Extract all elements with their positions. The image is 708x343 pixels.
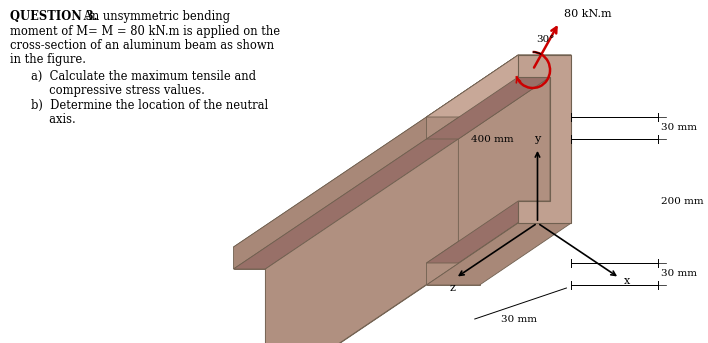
Polygon shape bbox=[234, 77, 550, 269]
Polygon shape bbox=[234, 247, 287, 343]
Text: An unsymmetric bending: An unsymmetric bending bbox=[80, 10, 230, 23]
Polygon shape bbox=[426, 201, 518, 285]
Polygon shape bbox=[426, 223, 571, 285]
Text: 30 mm: 30 mm bbox=[661, 123, 697, 132]
Text: 400 mm: 400 mm bbox=[471, 134, 513, 143]
Polygon shape bbox=[234, 55, 571, 247]
Polygon shape bbox=[426, 117, 479, 285]
Text: b)  Determine the location of the neutral: b) Determine the location of the neutral bbox=[31, 99, 268, 112]
Polygon shape bbox=[426, 55, 518, 139]
Polygon shape bbox=[426, 201, 550, 263]
Text: 200 mm: 200 mm bbox=[661, 197, 704, 205]
Text: y: y bbox=[535, 134, 541, 144]
Polygon shape bbox=[234, 201, 518, 343]
Text: a)  Calculate the maximum tensile and: a) Calculate the maximum tensile and bbox=[31, 70, 256, 83]
Text: 30 mm: 30 mm bbox=[661, 270, 697, 279]
Text: 30 mm: 30 mm bbox=[501, 315, 537, 324]
Text: moment of M= M = 80 kN.m is applied on the: moment of M= M = 80 kN.m is applied on t… bbox=[10, 25, 280, 38]
Polygon shape bbox=[518, 55, 571, 223]
Text: x: x bbox=[624, 276, 631, 286]
Text: compressive stress values.: compressive stress values. bbox=[31, 84, 205, 97]
Text: in the figure.: in the figure. bbox=[10, 53, 86, 66]
Text: QUESTION 3.: QUESTION 3. bbox=[10, 10, 97, 23]
Text: cross-section of an aluminum beam as shown: cross-section of an aluminum beam as sho… bbox=[10, 39, 274, 52]
Text: z: z bbox=[450, 283, 455, 293]
Polygon shape bbox=[426, 77, 550, 139]
Polygon shape bbox=[426, 55, 571, 117]
Text: 30°: 30° bbox=[537, 35, 555, 44]
Text: 80 kN.m: 80 kN.m bbox=[564, 9, 612, 19]
Polygon shape bbox=[266, 77, 550, 343]
Polygon shape bbox=[234, 201, 550, 343]
Text: axis.: axis. bbox=[31, 113, 76, 126]
Polygon shape bbox=[458, 77, 550, 263]
Polygon shape bbox=[234, 55, 518, 269]
